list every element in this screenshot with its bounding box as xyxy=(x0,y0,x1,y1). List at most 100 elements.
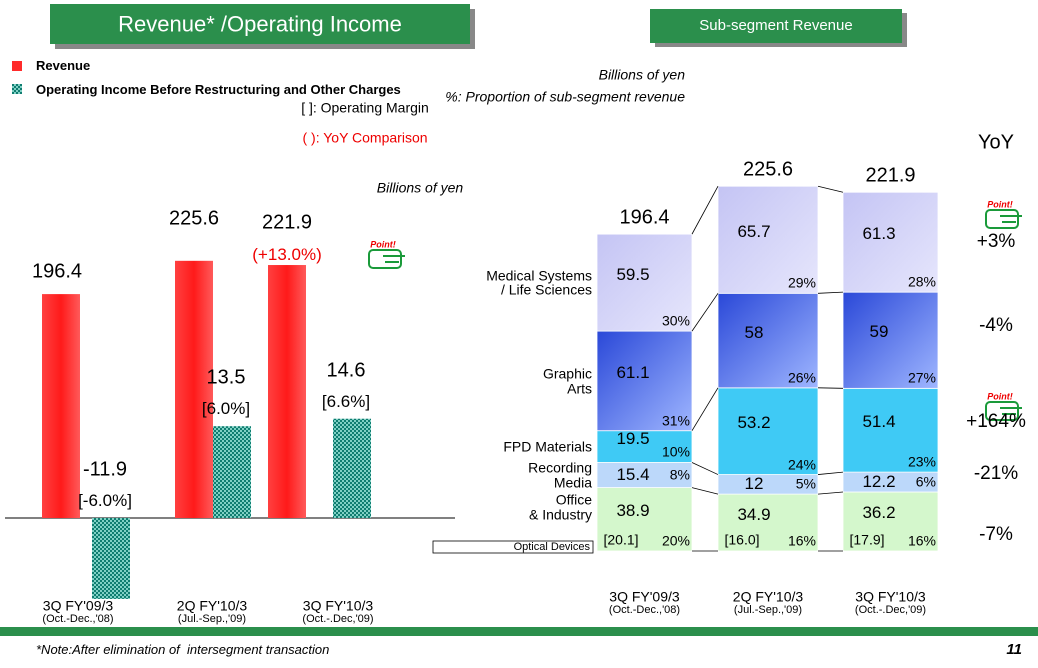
series-name: Graphic Arts xyxy=(542,365,592,396)
title-box xyxy=(650,9,902,43)
segment xyxy=(596,430,693,463)
connector xyxy=(691,487,719,495)
unit: Billions of yen xyxy=(598,66,685,83)
segment xyxy=(842,387,939,473)
value-label: 15.4 xyxy=(616,465,650,485)
unit: Billions of yen xyxy=(376,179,464,196)
value-label: 59.5 xyxy=(616,264,650,284)
revenue-bar xyxy=(175,260,213,518)
value-label: 53.2 xyxy=(737,413,771,433)
share-label: 24% xyxy=(787,456,816,473)
segment xyxy=(596,487,693,552)
point-finger xyxy=(1000,215,1022,223)
category-label: 3Q FY'09/3 xyxy=(42,597,114,614)
footer-bar xyxy=(0,627,1038,636)
share-label: 23% xyxy=(907,453,936,470)
point-badge: Point! xyxy=(987,199,1013,210)
connector xyxy=(817,291,844,294)
value-label: -11.9 xyxy=(82,458,128,481)
point-hand xyxy=(985,401,1019,421)
category-label: 3Q FY'10/3 xyxy=(302,597,374,614)
title: Sub-segment Revenue xyxy=(699,17,853,35)
share-label: 16% xyxy=(907,532,936,549)
value-label: 12.2 xyxy=(862,472,896,492)
margin-label: [-6.0%] xyxy=(78,491,132,511)
connector xyxy=(817,185,844,193)
series-name: Medical Systems / Life Sciences xyxy=(486,266,592,298)
income-bar xyxy=(213,426,251,518)
category-label: 2Q FY'10/3 xyxy=(732,588,804,605)
share-label: 10% xyxy=(661,444,690,461)
period-label: (Oct.-.Dec,'09) xyxy=(302,613,374,626)
share-label: 6% xyxy=(915,473,936,490)
period-label: (Oct.-Dec.,'08) xyxy=(42,613,114,626)
total-label: 225.6 xyxy=(742,158,794,181)
margin-label: [6.0%] xyxy=(201,399,251,419)
point-finger xyxy=(383,255,405,263)
revenue-bar xyxy=(42,294,80,518)
note: ( ): YoY Comparison xyxy=(302,129,428,146)
optical-name: Optical Devices xyxy=(513,541,590,554)
optical-box xyxy=(432,540,594,554)
value-label: 36.2 xyxy=(862,503,896,523)
share-label: 8% xyxy=(669,466,690,483)
series-name: FPD Materials xyxy=(503,438,592,455)
yoy-label: +164% xyxy=(966,411,1026,433)
connector xyxy=(691,387,719,431)
value-label: 65.7 xyxy=(737,221,771,241)
segment xyxy=(596,233,693,332)
period-label: (Jul.-Sep.,'09) xyxy=(733,604,803,617)
income-bar xyxy=(333,418,371,518)
value-label: 14.6 xyxy=(326,359,366,382)
note: [ ]: Operating Margin xyxy=(301,99,429,116)
value-label: 61.3 xyxy=(862,224,896,244)
share-label: 20% xyxy=(661,532,690,549)
yoy-header: YoY xyxy=(978,131,1014,154)
segment xyxy=(717,387,819,475)
optical-label: [17.9] xyxy=(849,531,885,548)
period-label: (Oct.-Dec.,'08) xyxy=(608,604,681,617)
revenue-bar xyxy=(268,265,306,518)
value-label: 34.9 xyxy=(737,504,771,524)
share-label: 16% xyxy=(787,532,816,549)
point-badge: Point! xyxy=(987,391,1013,402)
share-label: 27% xyxy=(907,369,936,386)
value-label: 19.5 xyxy=(616,428,650,448)
legend-swatch xyxy=(12,61,22,71)
share-label: 28% xyxy=(907,273,936,290)
category-label: 3Q FY'10/3 xyxy=(855,588,926,605)
value-label: 61.1 xyxy=(616,362,650,382)
segment xyxy=(717,185,819,294)
point-badge: Point! xyxy=(370,239,396,250)
connector xyxy=(817,471,844,475)
category-label: 2Q FY'10/3 xyxy=(176,597,248,614)
share-label: 5% xyxy=(795,475,816,492)
series-name: Recording Media xyxy=(528,459,592,491)
category-label: 3Q FY'09/3 xyxy=(609,588,680,605)
value-label: 51.4 xyxy=(862,412,896,432)
segment xyxy=(842,191,939,293)
yoy-label: (+13.0%) xyxy=(252,245,322,265)
title-box xyxy=(50,4,470,44)
segment xyxy=(596,330,693,432)
value-label: 221.9 xyxy=(261,211,313,234)
period-label: (Oct.-.Dec,'09) xyxy=(854,604,927,617)
total-label: 221.9 xyxy=(865,164,916,187)
point-hand xyxy=(368,249,402,269)
connector xyxy=(691,293,719,332)
share-label: 26% xyxy=(787,369,816,386)
value-label: 59 xyxy=(869,322,889,342)
segment xyxy=(596,462,693,488)
yoy-label: +3% xyxy=(976,231,1016,253)
yoy-label: -7% xyxy=(979,524,1013,546)
income-bar xyxy=(92,518,130,599)
optical-label: [20.1] xyxy=(603,531,639,548)
legend-label: Revenue xyxy=(36,58,91,74)
legend-label: Operating Income Before Restructuring an… xyxy=(36,82,401,98)
share-label: 30% xyxy=(661,312,690,329)
value-label: 12 xyxy=(744,474,764,494)
subtitle: %: Proportion of sub-segment revenue xyxy=(445,88,685,105)
value-label: 38.9 xyxy=(616,501,650,521)
